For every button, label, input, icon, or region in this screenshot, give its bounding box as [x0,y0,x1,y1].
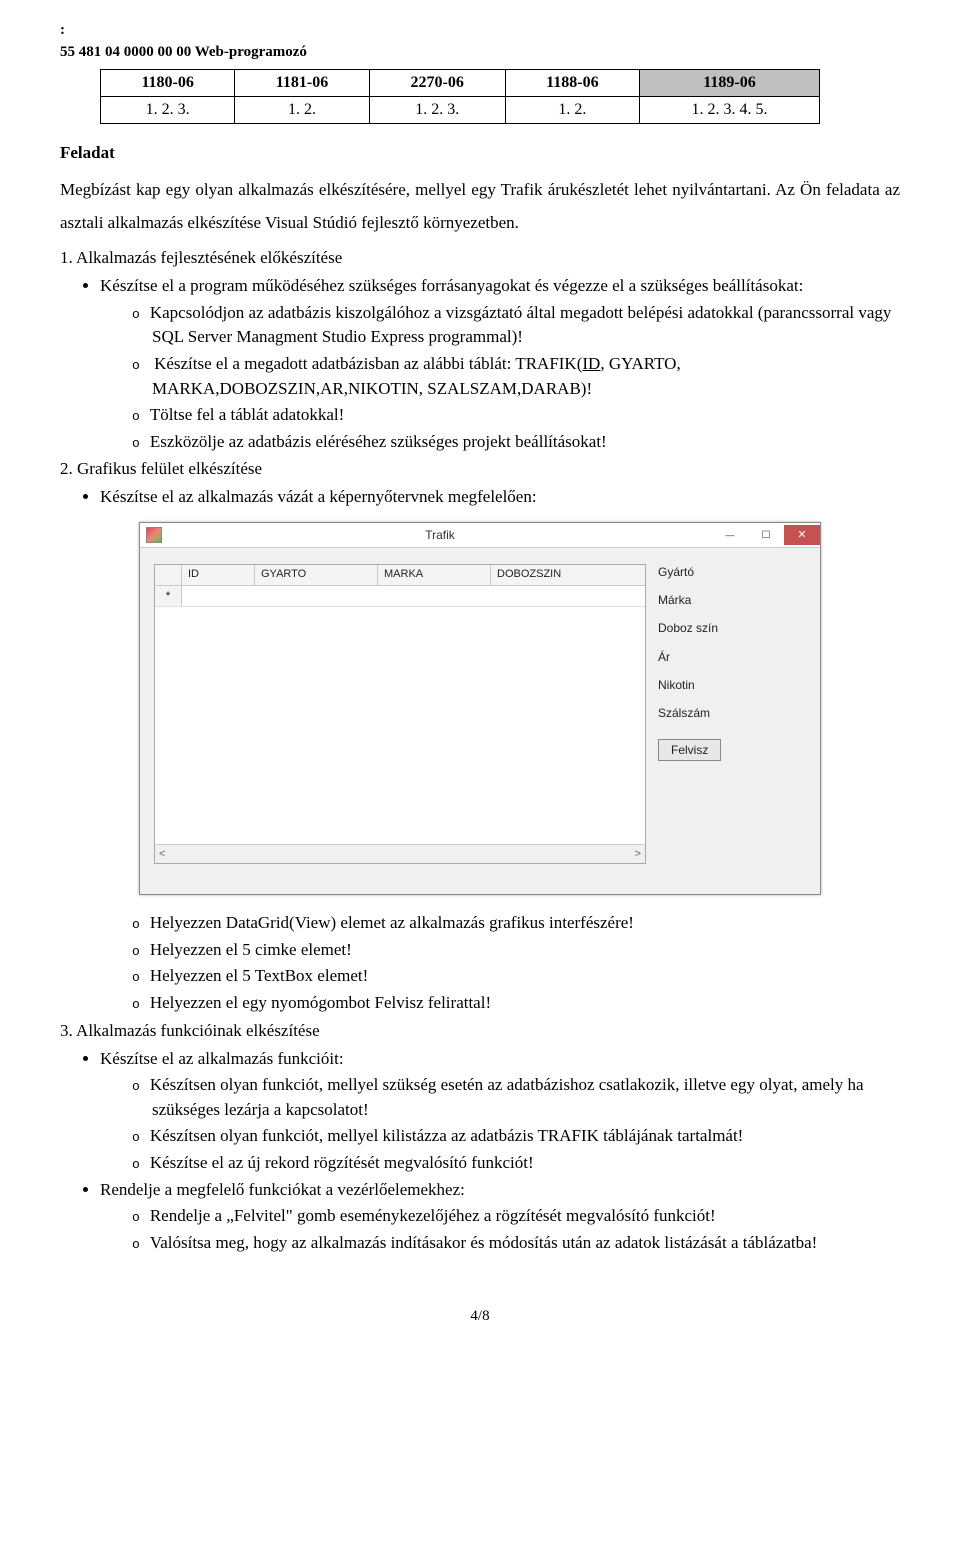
td-0: 1. 2. 3. [101,96,235,123]
th-0: 1180-06 [101,69,235,96]
s3-b1-text: Készítse el az alkalmazás funkcióit: [100,1049,344,1068]
table-header-row: 1180-06 1181-06 2270-06 1188-06 1189-06 [101,69,820,96]
datagrid-scrollbar[interactable]: < > [155,844,645,863]
th-2: 2270-06 [369,69,505,96]
minimize-button[interactable] [712,525,748,545]
s3-b2-text: Rendelje a megfelelő funkciókat a vezérl… [100,1180,465,1199]
page-number: 4/8 [60,1306,900,1326]
s2-after-o3: Helyezzen el 5 TextBox elemet! [132,964,900,989]
td-2: 1. 2. 3. [369,96,505,123]
s2-after-o4: Helyezzen el egy nyomógombot Felvisz fel… [132,991,900,1016]
label-marka: Márka [658,592,818,608]
maximize-button[interactable] [748,525,784,545]
datagrid-body: * [155,586,645,844]
section2-title: 2. Grafikus felület elkészítése [60,458,900,481]
s2-after-o2: Helyezzen el 5 cimke elemet! [132,938,900,963]
col-gyarto[interactable]: GYARTO [255,565,378,585]
s3-b2-o2: Valósítsa meg, hogy az alkalmazás indítá… [132,1231,900,1256]
app-icon [146,527,162,543]
datagrid-header: ID GYARTO MARKA DOBOZSZIN [155,565,645,586]
s3-b1-o1: Készítsen olyan funkciót, mellyel szüksé… [132,1073,900,1122]
s1-o2-id: ID [582,354,600,373]
felvisz-button[interactable]: Felvisz [658,739,721,761]
th-3: 1188-06 [505,69,639,96]
label-gyarto: Gyártó [658,564,818,580]
s2-bullet1: Készítse el az alkalmazás vázát a képern… [100,485,900,510]
th-4: 1189-06 [640,69,820,96]
titlebar: Trafik [140,523,820,548]
col-id[interactable]: ID [182,565,255,585]
s3-b1-o3: Készítse el az új rekord rögzítését megv… [132,1151,900,1176]
header-code: 55 481 04 0000 00 00 Web-programozó [60,42,900,62]
client-area: ID GYARTO MARKA DOBOZSZIN * < > Gyártó M… [140,548,820,894]
header-colon: : [60,20,900,40]
datagrid-new-row[interactable]: * [155,586,645,607]
th-1: 1181-06 [235,69,369,96]
s3-b2-o1: Rendelje a „Felvitel" gomb eseménykezelő… [132,1204,900,1229]
table-row: 1. 2. 3. 1. 2. 1. 2. 3. 1. 2. 1. 2. 3. 4… [101,96,820,123]
s1-o4: Eszközölje az adatbázis eléréséhez szüks… [132,430,900,455]
section1-title: 1. Alkalmazás fejlesztésének előkészítés… [60,247,900,270]
s3-b1-o2: Készítsen olyan funkciót, mellyel kilist… [132,1124,900,1149]
close-button[interactable] [784,525,820,545]
s1-o2a: Készítse el a megadott adatbázisban az a… [154,354,582,373]
section3-title: 3. Alkalmazás funkcióinak elkészítése [60,1020,900,1043]
s1-o1: Kapcsolódjon az adatbázis kiszolgálóhoz … [132,301,900,350]
label-dobozszin: Doboz szín [658,620,818,636]
td-1: 1. 2. [235,96,369,123]
form-panel: Gyártó Márka Doboz szín Ár Nikotin Száls… [658,564,818,864]
s1-bullet1: Készítse el a program működéséhez szüksé… [100,274,900,454]
app-window-mock: Trafik ID GYARTO MARKA DOBOZSZIN * < > [139,522,821,895]
new-row-marker: * [155,586,182,606]
intro-paragraph: Megbízást kap egy olyan alkalmazás elkés… [60,174,900,239]
s3-bullet2: Rendelje a megfelelő funkciókat a vezérl… [100,1178,900,1256]
label-ar: Ár [658,649,818,665]
td-4: 1. 2. 3. 4. 5. [640,96,820,123]
col-marka[interactable]: MARKA [378,565,491,585]
td-3: 1. 2. [505,96,639,123]
s2-after-o1: Helyezzen DataGrid(View) elemet az alkal… [132,911,900,936]
scroll-right-icon[interactable]: > [635,847,641,862]
s1-b1-text: Készítse el a program működéséhez szüksé… [100,276,803,295]
col-dobozszin[interactable]: DOBOZSZIN [491,565,645,585]
label-szalszam: Szálszám [658,705,818,721]
label-nikotin: Nikotin [658,677,818,693]
window-title: Trafik [168,527,712,543]
scroll-left-icon[interactable]: < [159,847,165,862]
s1-o2: Készítse el a megadott adatbázisban az a… [132,352,900,401]
row-header-corner [155,565,182,585]
datagrid[interactable]: ID GYARTO MARKA DOBOZSZIN * < > [154,564,646,864]
s3-bullet1: Készítse el az alkalmazás funkcióit: Kés… [100,1047,900,1176]
module-table: 1180-06 1181-06 2270-06 1188-06 1189-06 … [100,69,820,124]
section-feladat: Feladat [60,142,900,165]
s1-o3: Töltse fel a táblát adatokkal! [132,403,900,428]
